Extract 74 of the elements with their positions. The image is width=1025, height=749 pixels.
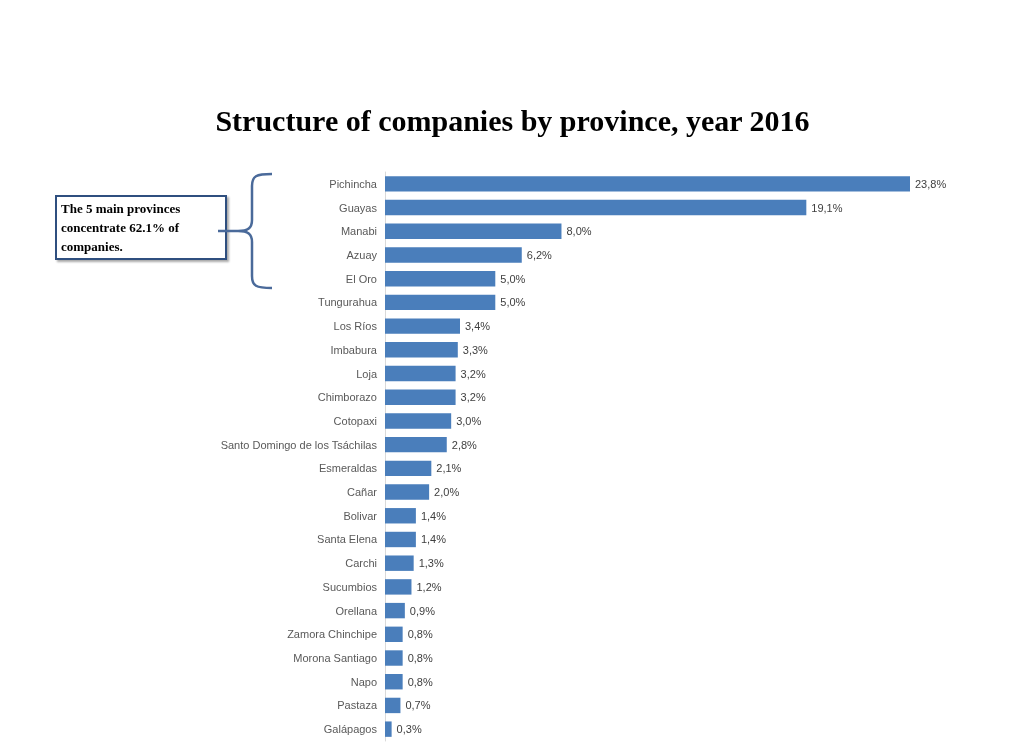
bar xyxy=(385,602,405,619)
y-tick-label: Zamora Chinchipe xyxy=(287,628,377,641)
bar xyxy=(385,674,403,690)
data-label: 0,8% xyxy=(407,675,433,688)
data-label: 3,3% xyxy=(462,343,489,356)
bar xyxy=(385,508,416,524)
bar xyxy=(385,247,522,263)
y-tick-label: Guayas xyxy=(339,201,378,214)
y-tick-label: Cotopaxi xyxy=(333,414,377,427)
bar xyxy=(385,697,401,714)
data-label: 2,1% xyxy=(436,462,462,475)
y-tick-label: Pichincha xyxy=(329,177,378,190)
bar xyxy=(385,365,456,382)
data-label: 3,4% xyxy=(465,320,491,333)
data-label: 1,2% xyxy=(416,580,442,593)
y-tick-label: Manabi xyxy=(340,225,377,238)
y-tick-label: Imbabura xyxy=(330,343,378,356)
bar xyxy=(385,460,432,477)
data-label: 3,2% xyxy=(460,391,486,404)
y-tick-label: Loja xyxy=(356,367,378,380)
bar xyxy=(385,223,562,239)
y-tick-label: Napo xyxy=(350,675,377,688)
data-label: 1,4% xyxy=(420,509,447,522)
bar xyxy=(385,436,447,453)
data-label: 2,0% xyxy=(434,486,460,499)
data-label: 5,0% xyxy=(500,296,526,309)
data-label: 0,3% xyxy=(396,723,422,736)
y-tick-label: Pastaza xyxy=(337,699,378,712)
data-label: 5,0% xyxy=(500,272,526,285)
y-tick-label: Esmeraldas xyxy=(318,462,378,475)
y-tick-label: El Oro xyxy=(345,272,377,285)
bar xyxy=(385,270,496,287)
bar xyxy=(385,579,412,595)
bar xyxy=(385,318,460,334)
data-label: 3,0% xyxy=(456,414,482,427)
y-tick-label: Tungurahua xyxy=(318,296,378,309)
y-tick-label: Orellana xyxy=(335,604,378,617)
data-label: 6,2% xyxy=(526,248,553,261)
y-tick-label: Carchi xyxy=(345,557,377,570)
bar xyxy=(385,484,430,500)
data-label: 0,8% xyxy=(407,652,433,665)
y-tick-label: Azuay xyxy=(346,248,378,261)
data-label: 3,2% xyxy=(460,367,486,380)
data-label: 19,1% xyxy=(811,201,843,214)
bar xyxy=(385,342,458,358)
data-label: 1,3% xyxy=(418,557,444,570)
data-label: 1,4% xyxy=(420,533,447,546)
y-tick-label: Los Ríos xyxy=(333,320,378,333)
data-label: 23,8% xyxy=(915,177,947,190)
y-tick-label: Santa Elena xyxy=(317,533,378,546)
bar xyxy=(385,626,403,643)
y-tick-label: Morona Santiago xyxy=(293,652,377,665)
data-label: 0,7% xyxy=(405,699,431,712)
data-label: 0,9% xyxy=(409,604,436,617)
chart-title: Structure of companies by province, year 2016 xyxy=(215,103,810,137)
y-tick-label: Santo Domingo de los Tsáchilas xyxy=(220,438,378,451)
y-tick-label: Galápagos xyxy=(323,723,378,736)
bar xyxy=(385,555,414,571)
bar xyxy=(385,176,910,192)
bar xyxy=(385,199,807,216)
data-label: 8,0% xyxy=(566,225,592,238)
data-label: 0,8% xyxy=(407,628,433,641)
bar xyxy=(385,389,456,405)
bar xyxy=(385,650,403,666)
y-tick-label: Bolivar xyxy=(343,509,378,522)
bar xyxy=(385,413,452,429)
y-tick-label: Sucumbios xyxy=(322,580,378,593)
y-tick-label: Cañar xyxy=(347,486,378,499)
y-tick-label: Chimborazo xyxy=(317,391,377,404)
bar xyxy=(385,531,416,548)
data-label: 2,8% xyxy=(451,438,478,451)
bar xyxy=(385,294,496,311)
bar xyxy=(385,721,392,737)
text: The 5 main provinces concentrate 62.1% of companies. xyxy=(55,195,227,260)
